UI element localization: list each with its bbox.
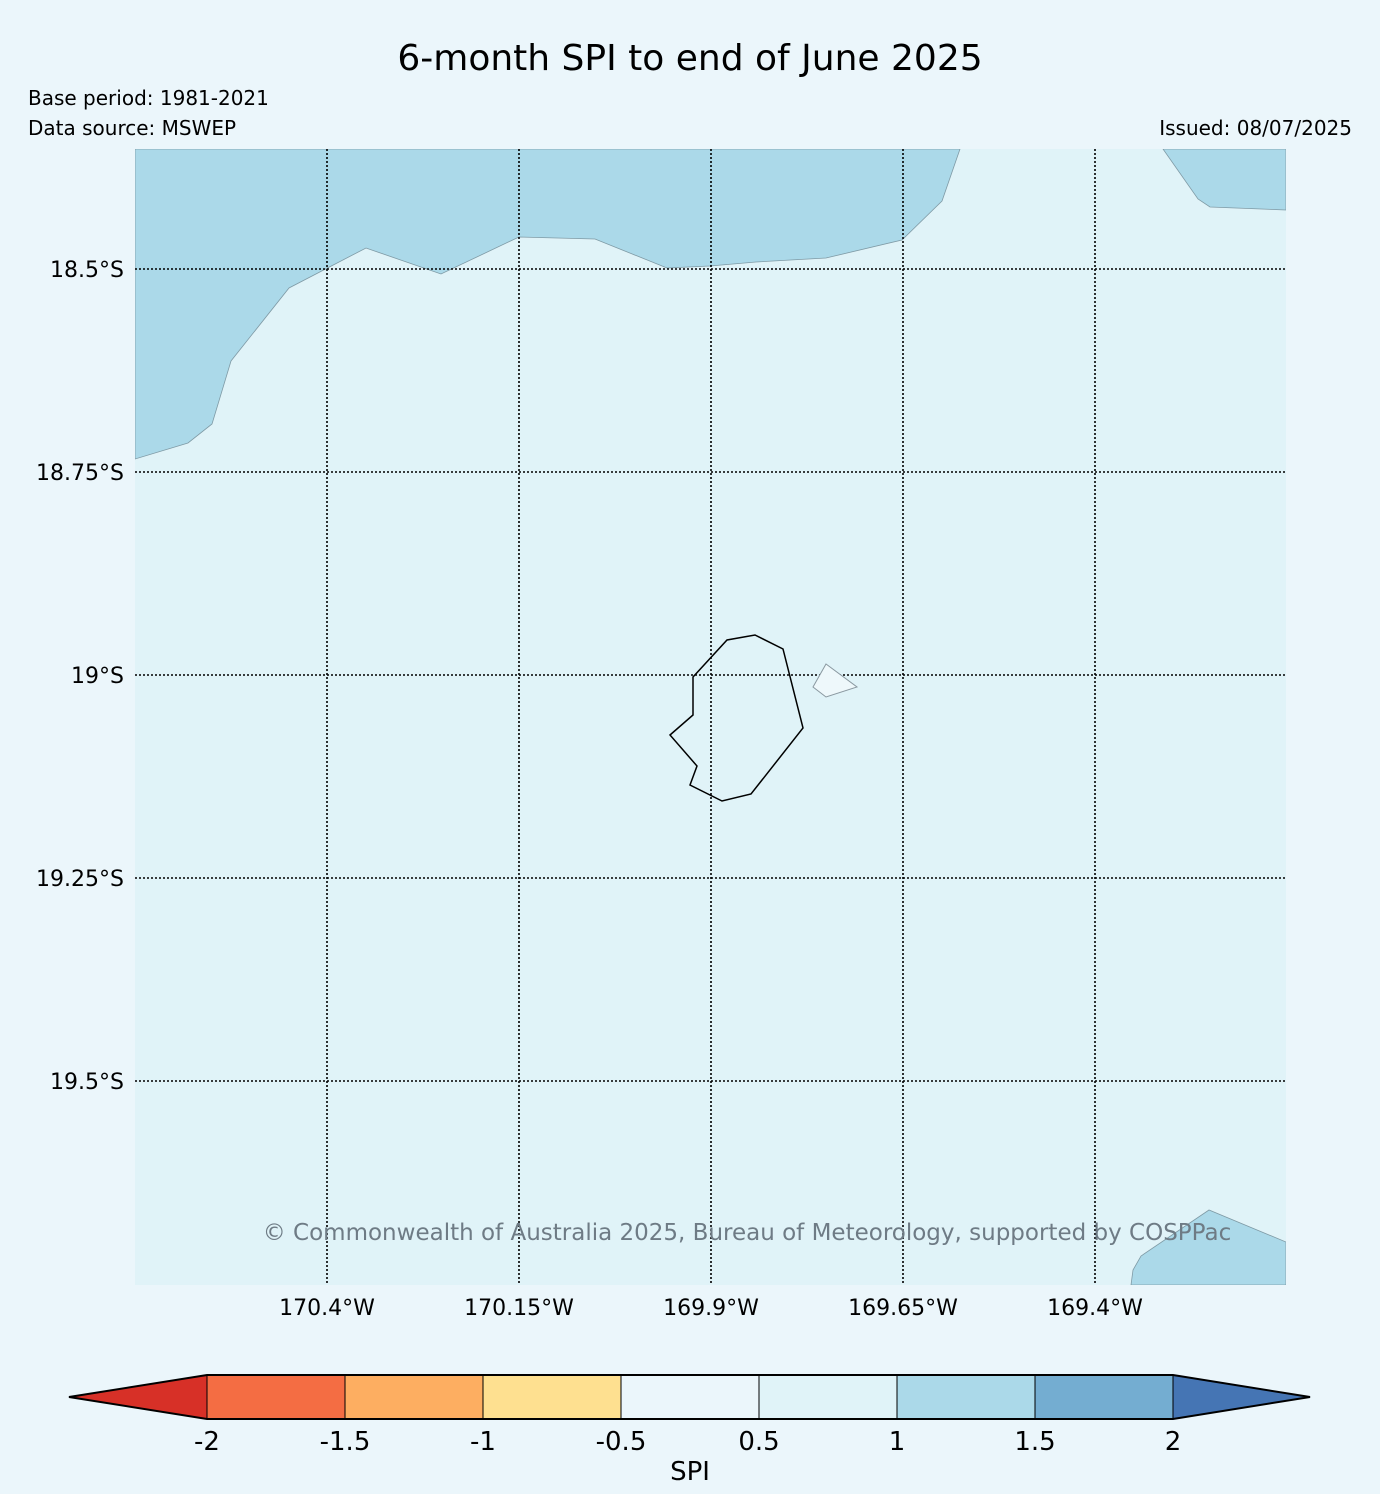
island-outline bbox=[668, 634, 804, 802]
lat-label-19-25s: 19.25°S bbox=[36, 867, 124, 892]
colorbar bbox=[68, 1374, 1311, 1420]
colorbar-tick-label: 1 bbox=[889, 1427, 906, 1457]
lon-label-169-4w: 169.4°W bbox=[1047, 1296, 1143, 1321]
data-source-note: Data source: MSWEP bbox=[28, 116, 237, 140]
colorbar-segment-3 bbox=[482, 1374, 622, 1420]
colorbar-segment-7 bbox=[1034, 1374, 1174, 1420]
colorbar-segment-2 bbox=[344, 1374, 484, 1420]
map-title: 6-month SPI to end of June 2025 bbox=[397, 38, 983, 79]
colorbar-segment-4 bbox=[620, 1374, 760, 1420]
colorbar-tick-label: -1 bbox=[470, 1427, 496, 1457]
spi-region-northeast bbox=[1162, 149, 1286, 211]
colorbar-tick-label: 1.5 bbox=[1014, 1427, 1055, 1457]
issued-date: Issued: 08/07/2025 bbox=[1159, 116, 1352, 140]
lat-label-19s: 19°S bbox=[71, 664, 124, 689]
colorbar-label: SPI bbox=[670, 1457, 710, 1487]
colorbar-segment-1 bbox=[206, 1374, 346, 1420]
colorbar-segment-6 bbox=[896, 1374, 1036, 1420]
lat-label-18-75s: 18.75°S bbox=[36, 461, 124, 486]
base-period-note: Base period: 1981-2021 bbox=[28, 86, 269, 110]
colorbar-outline bbox=[68, 1374, 1311, 1420]
lon-label-169-65w: 169.65°W bbox=[848, 1296, 958, 1321]
copyright-watermark: © Commonwealth of Australia 2025, Bureau… bbox=[263, 1220, 1232, 1246]
spi-region-southeast bbox=[1130, 1209, 1286, 1285]
colorbar-extend-high bbox=[1172, 1374, 1311, 1420]
colorbar-tick-label: -1.5 bbox=[320, 1427, 371, 1457]
lon-label-169-9w: 169.9°W bbox=[663, 1296, 759, 1321]
lon-label-170-4w: 170.4°W bbox=[279, 1296, 375, 1321]
lat-label-18-5s: 18.5°S bbox=[50, 258, 124, 283]
colorbar-tick-label: -0.5 bbox=[596, 1427, 647, 1457]
spi-region-north bbox=[135, 149, 961, 460]
colorbar-segment-5 bbox=[758, 1374, 898, 1420]
colorbar-tick-label: 2 bbox=[1165, 1427, 1182, 1457]
colorbar-tick-label: 0.5 bbox=[738, 1427, 779, 1457]
lon-label-170-15w: 170.15°W bbox=[464, 1296, 574, 1321]
lat-label-19-5s: 19.5°S bbox=[50, 1070, 124, 1095]
colorbar-tick-label: -2 bbox=[194, 1427, 220, 1457]
reef-outline bbox=[812, 663, 859, 698]
colorbar-extend-low bbox=[68, 1374, 208, 1420]
graticule bbox=[135, 149, 1286, 1285]
